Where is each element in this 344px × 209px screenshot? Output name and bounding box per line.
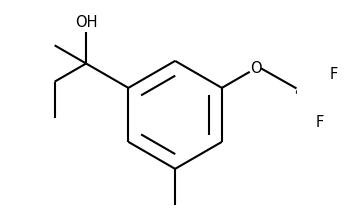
Text: F: F: [316, 115, 324, 130]
Text: OH: OH: [75, 15, 97, 30]
Text: O: O: [250, 61, 262, 76]
Text: F: F: [329, 67, 337, 82]
